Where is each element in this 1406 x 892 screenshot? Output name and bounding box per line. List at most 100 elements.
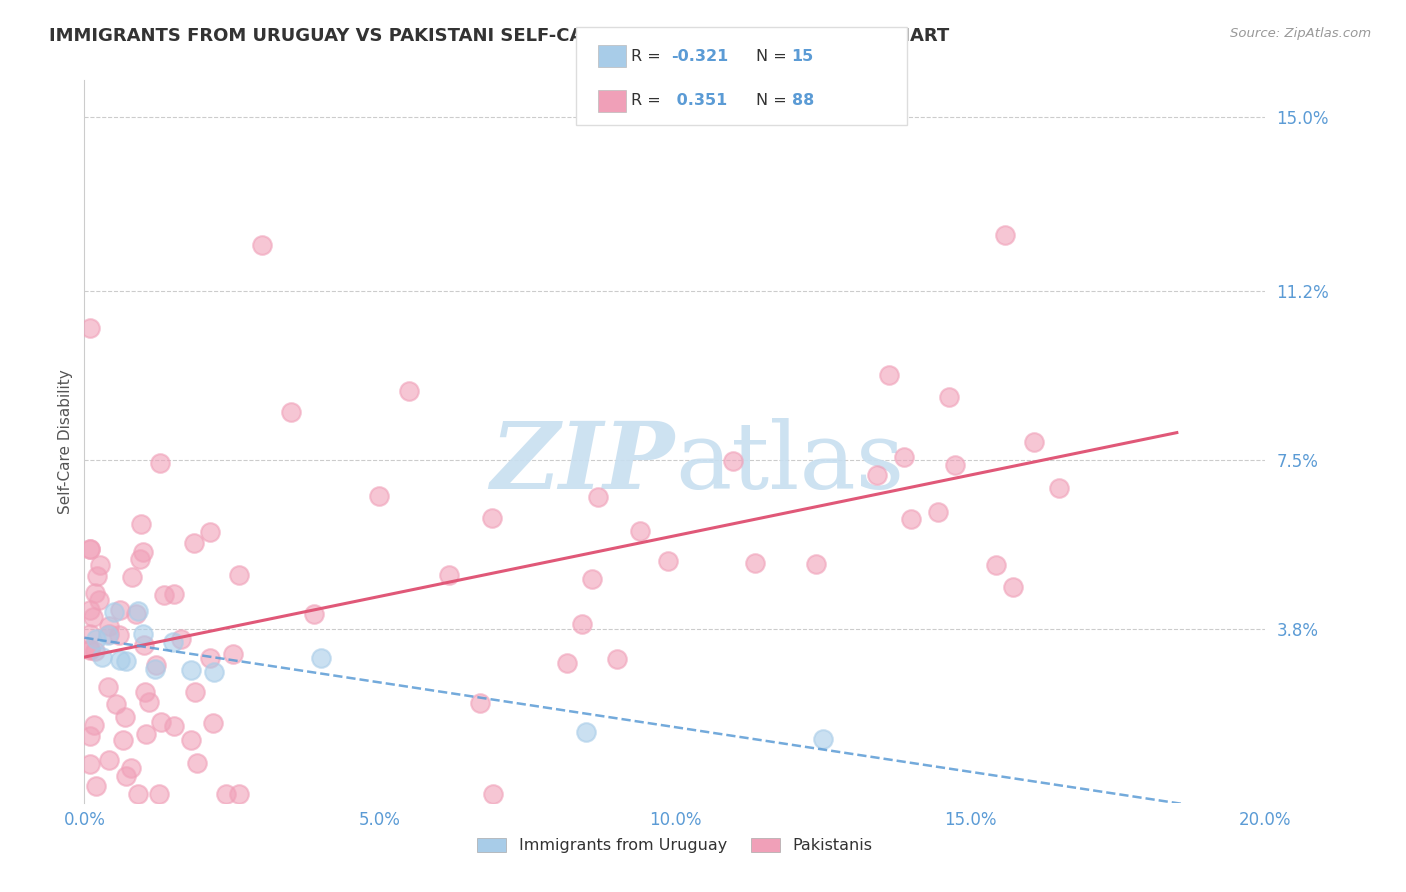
Point [198, 524, 221, 539]
Point [138, 695, 160, 709]
Point [104, 698, 127, 712]
Point [986, 558, 1008, 572]
Point [79, 542, 101, 557]
Point [132, 638, 155, 652]
Text: atlas: atlas [675, 418, 904, 508]
Point [82, 610, 104, 624]
Text: IMMIGRANTS FROM URUGUAY VS PAKISTANI SELF-CARE DISABILITY CORRELATION CHART: IMMIGRANTS FROM URUGUAY VS PAKISTANI SEL… [49, 27, 949, 45]
Point [79, 321, 101, 335]
Point [129, 551, 152, 566]
Text: R =: R = [631, 49, 666, 63]
Point [1022, 435, 1045, 450]
Point [162, 635, 184, 649]
Point [628, 524, 651, 539]
Point [877, 368, 900, 383]
Point [586, 490, 609, 504]
Point [866, 467, 889, 482]
Point [938, 390, 960, 404]
Point [215, 787, 238, 801]
Point [398, 384, 420, 399]
Point [606, 652, 628, 666]
Point [91, 649, 114, 664]
Text: 15: 15 [792, 49, 814, 63]
Point [228, 568, 250, 582]
Point [170, 632, 193, 647]
Point [309, 651, 332, 665]
Point [98, 626, 121, 640]
Point [723, 454, 745, 468]
Point [180, 732, 202, 747]
Point [83, 718, 105, 732]
Point [115, 769, 138, 783]
Point [125, 607, 148, 621]
Point [79, 756, 101, 771]
Point [900, 512, 922, 526]
Point [481, 511, 503, 525]
Point [202, 665, 225, 679]
Point [163, 587, 186, 601]
Point [228, 787, 250, 801]
Point [127, 604, 149, 618]
Text: 88: 88 [792, 94, 814, 108]
Text: N =: N = [756, 49, 793, 63]
Point [200, 651, 222, 665]
Point [180, 664, 202, 678]
Point [89, 558, 111, 572]
Point [84, 779, 107, 793]
Point [202, 715, 225, 730]
Point [97, 628, 120, 642]
Point [1001, 581, 1024, 595]
Text: R =: R = [631, 94, 666, 108]
Point [79, 729, 101, 743]
Point [135, 727, 157, 741]
Point [134, 684, 156, 698]
Point [103, 605, 125, 619]
Point [98, 753, 121, 767]
Point [927, 505, 949, 519]
Point [811, 732, 834, 747]
Point [132, 627, 155, 641]
Point [143, 662, 166, 676]
Point [581, 573, 603, 587]
Text: N =: N = [756, 94, 793, 108]
Point [657, 554, 679, 568]
Point [97, 680, 120, 694]
Point [79, 641, 101, 656]
Point [132, 545, 155, 559]
Point [153, 588, 176, 602]
Point [148, 787, 170, 801]
Point [89, 593, 111, 607]
Point [114, 654, 136, 668]
Point [111, 733, 134, 747]
Point [302, 607, 325, 621]
Point [555, 656, 578, 670]
Point [127, 787, 149, 801]
Point [114, 710, 136, 724]
Point [120, 760, 142, 774]
Point [183, 535, 205, 549]
Point [121, 570, 143, 584]
Point [1047, 481, 1070, 495]
Point [470, 696, 492, 710]
Point [893, 450, 915, 465]
Point [79, 642, 101, 657]
Legend: Immigrants from Uruguay, Pakistanis: Immigrants from Uruguay, Pakistanis [471, 831, 879, 860]
Point [186, 756, 208, 770]
Point [437, 567, 460, 582]
Y-axis label: Self-Care Disability: Self-Care Disability [58, 369, 73, 514]
Point [129, 516, 152, 531]
Point [84, 643, 107, 657]
Point [163, 719, 186, 733]
Point [108, 653, 131, 667]
Point [79, 603, 101, 617]
Point [280, 405, 302, 419]
Text: Source: ZipAtlas.com: Source: ZipAtlas.com [1230, 27, 1371, 40]
Point [481, 787, 503, 801]
Point [84, 632, 107, 646]
Point [250, 238, 273, 252]
Point [571, 616, 593, 631]
Point [945, 458, 967, 472]
Point [149, 715, 172, 730]
Point [804, 557, 827, 571]
Point [149, 456, 172, 470]
